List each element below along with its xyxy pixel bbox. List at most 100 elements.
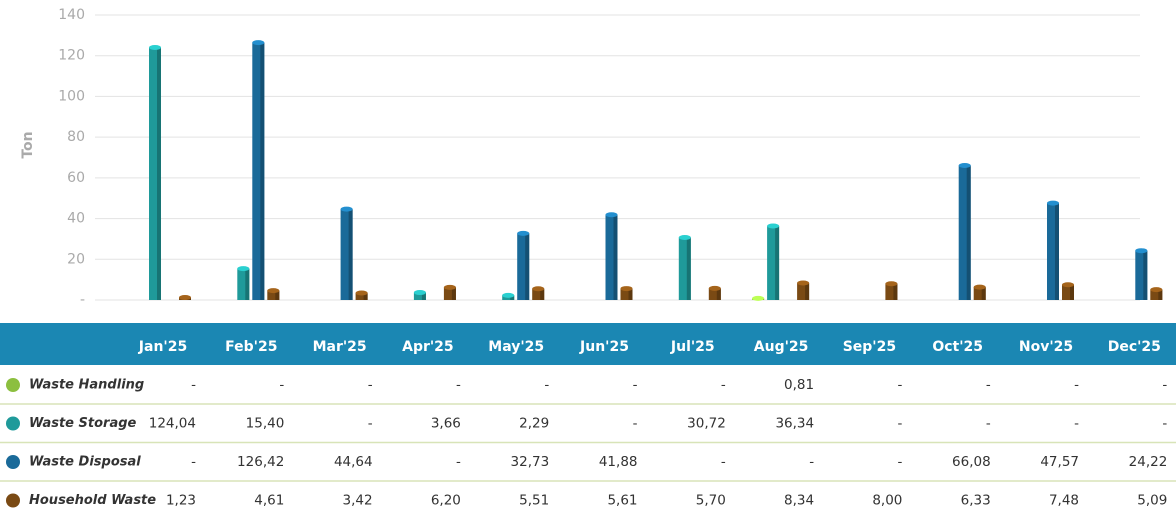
bar-face [1062, 282, 1074, 288]
table-cell: 15,40 [246, 416, 285, 432]
x-tick-label: Jun'25 [579, 339, 629, 355]
bar-face [1143, 250, 1148, 300]
bar-face [237, 266, 250, 272]
table-cell: - [721, 454, 726, 470]
table-cell: - [279, 377, 284, 393]
bar-face [340, 206, 353, 212]
table-cell: - [544, 377, 549, 393]
table-cell: 4,61 [254, 493, 284, 509]
x-tick-label: Sep'25 [843, 339, 896, 355]
table-cell: - [633, 377, 638, 393]
bar-face [678, 234, 691, 240]
bar [237, 266, 250, 300]
table-cell: - [456, 377, 461, 393]
x-tick-label: May'25 [488, 339, 544, 355]
bar-face [708, 288, 721, 300]
table-cell: 1,23 [166, 493, 196, 509]
bar-face [716, 288, 721, 300]
bar-face [797, 280, 810, 286]
legend-marker [6, 416, 20, 431]
table-cell: 30,72 [687, 416, 726, 432]
table-cell: - [191, 377, 196, 393]
table-cell: - [986, 377, 991, 393]
y-tick-label: 60 [67, 170, 85, 186]
bar [1150, 287, 1163, 300]
bar-face [775, 226, 780, 300]
bar-face [421, 292, 426, 300]
bar-face [252, 40, 265, 46]
legend-label: Waste Handling [29, 378, 144, 393]
bar [267, 288, 280, 300]
bar-face [1055, 203, 1059, 300]
bar-face [363, 293, 368, 300]
bar [605, 212, 618, 300]
table-cell: - [368, 416, 373, 432]
table-cell: 126,42 [237, 454, 284, 470]
bar [752, 295, 765, 301]
bar [797, 280, 810, 300]
legend-label: Waste Disposal [29, 455, 141, 470]
table-cell: 47,57 [1040, 454, 1079, 470]
table-cell: 7,48 [1049, 493, 1079, 509]
y-tick-label: 140 [58, 7, 85, 23]
bar-face [1070, 284, 1074, 300]
bar [767, 223, 780, 300]
bar [1135, 248, 1148, 300]
legend-label: Waste Storage [29, 416, 137, 431]
table-cell: 24,22 [1129, 454, 1168, 470]
bar-face [275, 290, 280, 300]
bar [1062, 282, 1074, 300]
bar-face [628, 288, 633, 300]
table-cell: 44,64 [334, 454, 373, 470]
bar-face [1047, 200, 1059, 206]
bar-face [149, 44, 161, 50]
table-cell: 3,42 [343, 493, 373, 509]
table-cell: - [898, 416, 903, 432]
bar [443, 284, 456, 300]
bar-face [355, 290, 368, 296]
bar-face [1150, 289, 1163, 300]
table-cell: 2,29 [519, 416, 549, 432]
bar-face [252, 42, 265, 301]
bar [620, 286, 633, 300]
bar-face [767, 223, 780, 229]
legend-marker [6, 455, 20, 469]
bar [885, 281, 898, 300]
bar [958, 162, 971, 300]
bar-face [958, 162, 971, 168]
bar-face [620, 288, 633, 300]
y-tick-label: 100 [58, 88, 85, 104]
bar-face [348, 209, 353, 300]
x-tick-label: Dec'25 [1108, 339, 1161, 355]
table-cell: 36,34 [775, 416, 814, 432]
table-cell: - [368, 377, 373, 393]
bar-face [525, 233, 530, 300]
bar [179, 294, 191, 300]
x-tick-label: Jul'25 [670, 339, 715, 355]
table-cell: - [456, 454, 461, 470]
table-cell: 41,88 [599, 454, 638, 470]
bar-face [1135, 248, 1148, 254]
bar-face [613, 214, 618, 300]
bar-face [708, 285, 721, 291]
bar [252, 40, 265, 301]
bar-face [893, 283, 898, 300]
y-tick-label: 40 [67, 211, 85, 227]
bar-face [451, 287, 456, 300]
bar [1047, 200, 1059, 300]
bar [532, 286, 545, 300]
legend-label: Household Waste [29, 493, 156, 508]
table-cell: - [1074, 377, 1079, 393]
table-cell: 124,04 [149, 416, 196, 432]
x-tick-label: Aug'25 [754, 339, 809, 355]
table-cell: - [809, 454, 814, 470]
bar-face [413, 290, 426, 296]
table-cell: 5,70 [696, 493, 726, 509]
table-cell: 3,66 [431, 416, 461, 432]
x-tick-label: Oct'25 [932, 339, 983, 355]
bar-face [179, 294, 191, 300]
bar-face [355, 293, 368, 300]
table-cell: - [721, 377, 726, 393]
bar [973, 284, 986, 300]
